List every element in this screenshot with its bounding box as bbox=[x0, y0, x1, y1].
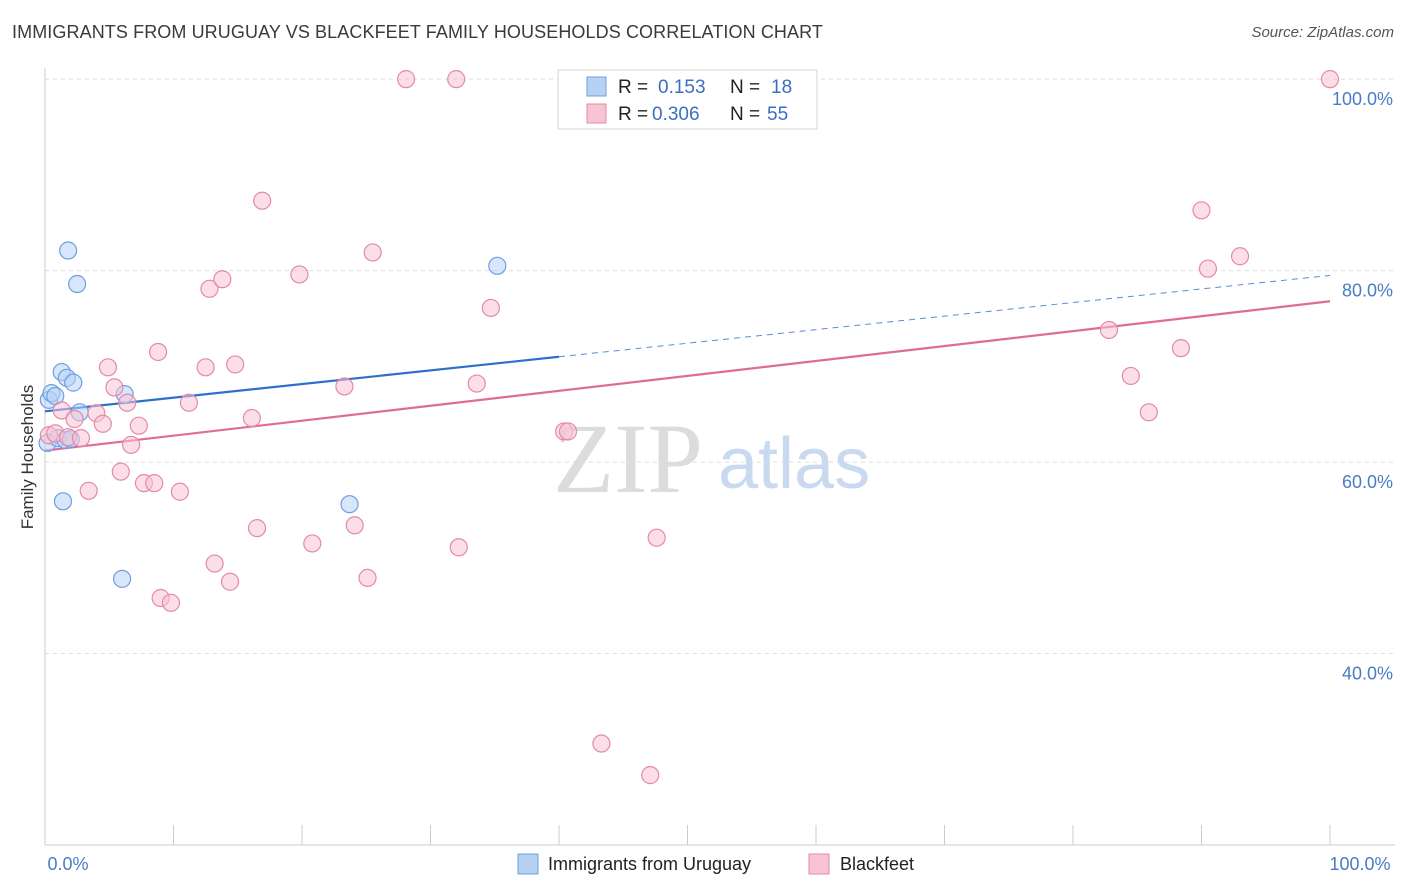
axes: 40.0% 60.0% 80.0% 100.0% 0.0% 100.0% bbox=[44, 68, 1395, 874]
blackfeet-point bbox=[303, 534, 322, 553]
blackfeet-point bbox=[220, 572, 240, 591]
blackfeet-point bbox=[111, 462, 130, 481]
blackfeet-point bbox=[447, 70, 466, 89]
uruguay-point bbox=[68, 274, 87, 294]
watermark: ZIP atlas bbox=[553, 403, 870, 514]
legend-n-value-uruguay: 18 bbox=[771, 77, 792, 98]
blackfeet-point bbox=[358, 568, 377, 588]
blackfeet-point bbox=[242, 408, 261, 428]
blackfeet-point bbox=[52, 401, 71, 420]
blackfeet-point bbox=[121, 435, 141, 454]
legend-swatch-uruguay bbox=[586, 76, 607, 97]
blackfeet-point bbox=[647, 528, 666, 547]
blackfeet-point bbox=[449, 538, 468, 557]
blackfeet-point bbox=[345, 516, 364, 535]
blackfeet-point bbox=[170, 482, 190, 501]
blackfeet-point bbox=[118, 393, 137, 412]
blackfeet-point bbox=[290, 265, 309, 284]
uruguay-trend-extension bbox=[558, 274, 1331, 358]
blackfeet-point bbox=[1099, 320, 1119, 340]
blackfeet-point bbox=[1139, 403, 1158, 422]
stats-legend: R = 0.153 N = 18 R = 0.306 N = 55 bbox=[557, 69, 818, 130]
blackfeet-point bbox=[1192, 201, 1211, 220]
series-legend-swatch-uruguay bbox=[517, 853, 539, 875]
blackfeet-point bbox=[1121, 366, 1140, 386]
blackfeet-point bbox=[79, 481, 98, 500]
series-legend-label-blackfeet: Blackfeet bbox=[840, 854, 914, 874]
legend-n-label-uruguay: N = bbox=[730, 77, 760, 98]
y-tick-label: 100.0% bbox=[1332, 89, 1393, 109]
blackfeet-point bbox=[1230, 247, 1250, 266]
uruguay-point bbox=[53, 492, 73, 511]
blackfeet-point bbox=[205, 554, 224, 573]
blackfeet-point bbox=[396, 70, 416, 89]
y-axis-title: Family Households bbox=[18, 385, 37, 530]
legend-r-value-uruguay: 0.153 bbox=[658, 77, 706, 98]
blackfeet-point bbox=[65, 409, 84, 429]
x-tick-label-min: 0.0% bbox=[47, 854, 88, 874]
series-legend-swatch-blackfeet bbox=[808, 853, 830, 875]
legend-swatch-blackfeet bbox=[586, 103, 607, 124]
watermark-zip: ZIP bbox=[553, 403, 703, 514]
blackfeet-point bbox=[226, 355, 245, 374]
uruguay-point bbox=[64, 373, 83, 392]
blackfeet-point bbox=[363, 243, 382, 262]
grid-lines bbox=[45, 78, 1395, 655]
y-tick-label: 40.0% bbox=[1342, 664, 1393, 684]
blackfeet-point bbox=[145, 474, 164, 493]
blackfeet-point bbox=[1171, 339, 1191, 358]
legend-r-label-uruguay: R = bbox=[618, 77, 648, 98]
blackfeet-point bbox=[179, 393, 199, 412]
series-legend-label-uruguay: Immigrants from Uruguay bbox=[548, 854, 751, 874]
chart-title: IMMIGRANTS FROM URUGUAY VS BLACKFEET FAM… bbox=[12, 22, 823, 42]
blackfeet-point bbox=[253, 191, 272, 210]
y-tick-label: 80.0% bbox=[1342, 281, 1393, 301]
legend-r-label-blackfeet: R = bbox=[618, 104, 648, 125]
uruguay-point bbox=[340, 495, 359, 514]
blackfeet-point bbox=[93, 414, 112, 433]
uruguay-point bbox=[488, 256, 507, 275]
blackfeet-point bbox=[481, 298, 500, 318]
series-legend: Immigrants from Uruguay Blackfeet bbox=[517, 853, 914, 875]
blackfeet-point bbox=[71, 429, 91, 448]
uruguay-point bbox=[112, 569, 132, 588]
blackfeet-point bbox=[641, 766, 660, 785]
blackfeet-point bbox=[1198, 259, 1218, 278]
blackfeet-point bbox=[105, 378, 124, 397]
blackfeet-point bbox=[558, 422, 578, 441]
watermark-atlas: atlas bbox=[718, 424, 870, 504]
blackfeet-point bbox=[200, 279, 219, 298]
blackfeet-point bbox=[1320, 70, 1340, 89]
legend-n-value-blackfeet: 55 bbox=[767, 104, 788, 125]
blackfeet-point bbox=[196, 358, 215, 377]
y-tick-label: 60.0% bbox=[1342, 472, 1393, 492]
uruguay-point bbox=[59, 241, 78, 260]
blackfeet-point bbox=[592, 734, 611, 753]
blackfeet-point bbox=[213, 270, 232, 289]
x-tick-label-max: 100.0% bbox=[1329, 854, 1390, 874]
blackfeet-point bbox=[335, 377, 354, 396]
blackfeet-point bbox=[148, 342, 168, 362]
legend-n-label-blackfeet: N = bbox=[730, 104, 760, 125]
blackfeet-point bbox=[98, 358, 118, 377]
source-label: Source: ZipAtlas.com bbox=[1251, 24, 1394, 41]
blackfeet-point bbox=[467, 374, 486, 393]
legend-r-value-blackfeet: 0.306 bbox=[652, 104, 700, 125]
blackfeet-point bbox=[129, 416, 148, 435]
blackfeet-point bbox=[247, 519, 267, 538]
data-points bbox=[38, 70, 1340, 785]
blackfeet-point bbox=[161, 593, 181, 612]
